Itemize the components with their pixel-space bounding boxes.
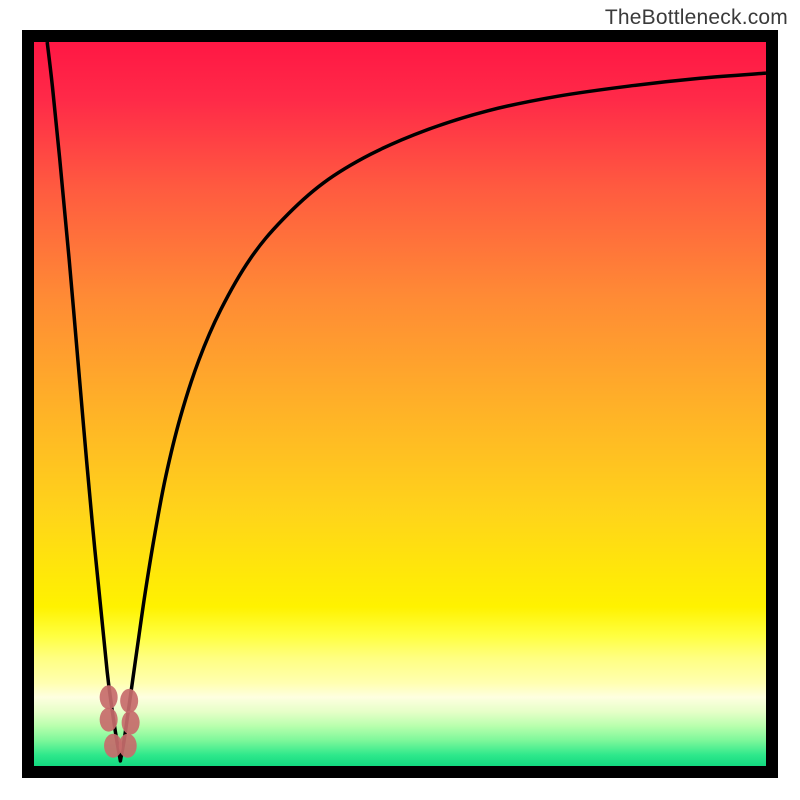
data-marker [100,685,118,709]
chart-container: TheBottleneck.com [0,0,800,800]
watermark-text: TheBottleneck.com [605,6,788,30]
markers-group [100,685,140,758]
data-marker [119,734,137,758]
plot-area [34,42,766,766]
bottleneck-curve [47,42,766,761]
data-marker [122,711,140,735]
curve-layer [34,42,766,766]
data-marker [100,708,118,732]
data-marker [120,689,138,713]
plot-frame [22,30,778,778]
